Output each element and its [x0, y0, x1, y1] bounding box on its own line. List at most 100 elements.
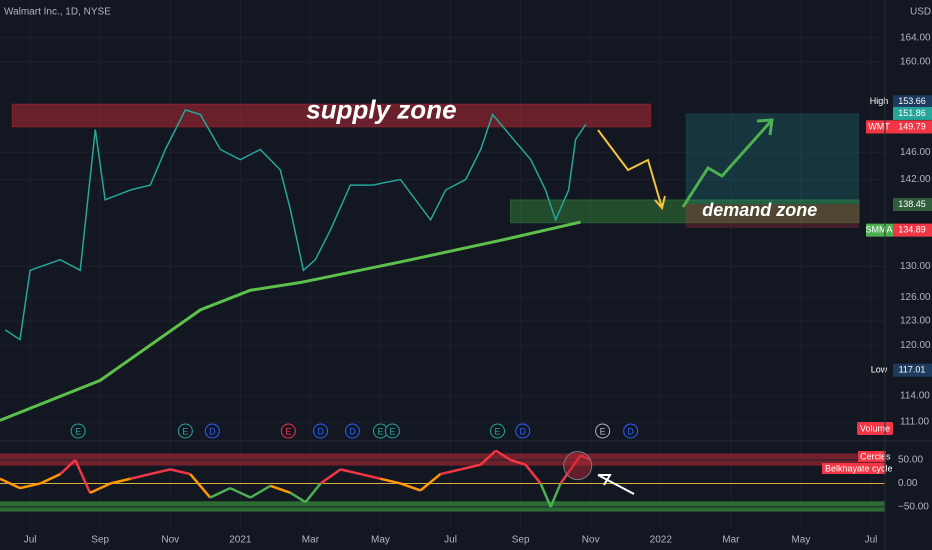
event-label: D — [349, 426, 356, 436]
oscillator-segment — [130, 472, 151, 480]
x-tick-label: Sep — [512, 535, 530, 546]
event-label: E — [377, 426, 383, 436]
tag-label: WMT — [868, 121, 890, 131]
arrow-head — [654, 195, 666, 211]
oscillator-segment — [150, 468, 171, 476]
projection-stop — [685, 204, 860, 228]
cycle-circle — [563, 451, 593, 481]
event-marker — [204, 423, 220, 439]
event-marker — [70, 423, 86, 439]
chart-title: Walmart Inc., 1D, NYSE — [4, 7, 111, 18]
x-tick-label: 2021 — [229, 535, 252, 546]
tag-label-bg — [866, 363, 893, 377]
oscillator-segment — [549, 482, 562, 508]
y-tick-label: 111.00 — [900, 417, 930, 428]
oscillator-segment — [495, 449, 512, 462]
oscillator-segment — [229, 487, 252, 499]
price-tag-label: 138.45 — [898, 199, 926, 209]
event-label: D — [209, 426, 216, 436]
tag-label-bg — [866, 120, 893, 134]
y-tick-label: 126.00 — [900, 292, 931, 303]
event-marker — [280, 423, 296, 439]
event-marker — [313, 423, 329, 439]
y-tick-label: 130.00 — [900, 261, 931, 272]
tag-label: SMMA — [866, 225, 893, 235]
oscillator-segment — [340, 468, 361, 476]
y-tick-label: 114.00 — [900, 390, 930, 401]
event-marker — [595, 423, 611, 439]
price-tag-label: 153.66 — [898, 96, 926, 106]
event-marker — [344, 423, 360, 439]
oscillator-segment — [460, 463, 481, 471]
tag-label-bg — [866, 223, 893, 237]
y-tick-label: 120.00 — [900, 340, 931, 351]
oscillator-segment — [0, 477, 21, 490]
volume-label: Volume — [860, 423, 890, 433]
y-tick-label: 164.00 — [900, 32, 931, 43]
x-tick-label: Nov — [582, 535, 600, 546]
event-label: E — [494, 426, 500, 436]
event-label: E — [182, 426, 188, 436]
y-tick-label: −50.00 — [898, 502, 929, 513]
oscillator-segment — [360, 472, 381, 480]
oscillator-segment — [169, 468, 191, 476]
arrow-up — [681, 119, 774, 208]
event-label: E — [285, 426, 291, 436]
oscillator-segment — [289, 491, 307, 504]
price-tag-label: 117.01 — [899, 365, 926, 375]
oscillator-segment — [74, 459, 92, 494]
x-tick-label: May — [791, 535, 810, 546]
oscillator-segment — [209, 487, 231, 499]
event-label: E — [75, 426, 81, 436]
x-tick-label: 2022 — [650, 535, 673, 546]
price-tag — [893, 363, 932, 377]
x-tick-label: Mar — [302, 535, 320, 546]
oscillator-segment — [524, 463, 542, 485]
legend-bg — [858, 451, 886, 462]
event-marker — [490, 423, 506, 439]
tag-label: Low — [871, 365, 888, 375]
x-tick-label: Jul — [444, 535, 457, 546]
oscillator-segment — [59, 459, 77, 475]
price-tag — [893, 106, 932, 120]
price-tag — [893, 197, 932, 211]
oscillator-segment — [440, 468, 461, 476]
event-label: E — [600, 426, 606, 436]
price-tag-label: 149.79 — [898, 121, 926, 131]
x-tick-label: Jul — [24, 535, 37, 546]
event-label: D — [627, 426, 634, 436]
oscillator-segment — [19, 482, 41, 490]
x-tick-label: Mar — [722, 535, 740, 546]
tag-label-bg — [866, 95, 893, 109]
oscillator-segment — [270, 484, 291, 495]
zone-label: demand zone — [702, 200, 817, 220]
event-marker — [384, 423, 400, 439]
oscillator-segment — [539, 482, 552, 508]
oscillator-segment — [110, 477, 131, 485]
y-tick-label: 0.00 — [898, 478, 918, 489]
oscillator-segment — [249, 484, 272, 499]
oscillator-segment — [380, 477, 401, 485]
y-tick-label: 142.00 — [900, 174, 931, 185]
x-tick-label: May — [371, 535, 390, 546]
tag-label: High — [870, 96, 889, 106]
price-tag-label: 134.89 — [898, 225, 926, 235]
price-tag-label: 151.86 — [898, 108, 926, 118]
zone-label: supply zone — [306, 94, 456, 124]
oscillator-segment — [304, 482, 322, 503]
event-marker — [177, 423, 193, 439]
x-tick-label: Jul — [865, 535, 878, 546]
oscillator-segment — [510, 458, 526, 466]
event-label: D — [317, 426, 324, 436]
price-line — [0, 220, 581, 422]
price-tag — [893, 223, 932, 237]
event-label: E — [389, 426, 395, 436]
y-tick-label: 50.00 — [898, 455, 923, 466]
arrow-head — [756, 118, 774, 136]
x-tick-label: Sep — [91, 535, 109, 546]
currency: USD — [910, 7, 931, 18]
x-tick-label: Nov — [161, 535, 179, 546]
oscillator-segment — [479, 449, 497, 466]
oscillator-segment — [419, 473, 442, 492]
